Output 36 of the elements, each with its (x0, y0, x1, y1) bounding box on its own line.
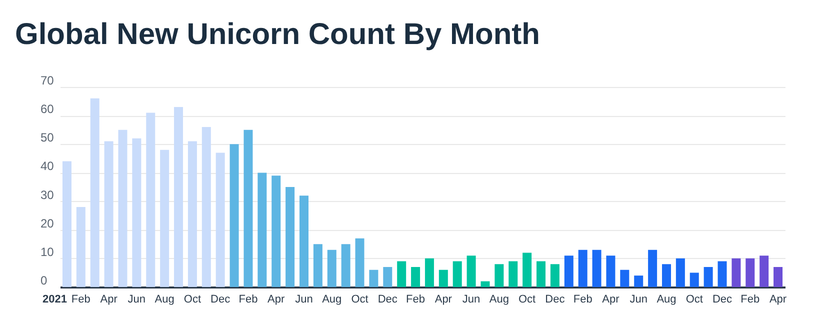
x-tick-label: Apr (602, 294, 620, 306)
x-tick-label: Oct (518, 294, 536, 306)
x-tick-label: Feb (71, 294, 90, 306)
x-tick-label: Apr (268, 294, 285, 306)
x-tick-label: Oct (184, 294, 202, 306)
y-tick-label: 30 (40, 188, 54, 202)
y-tick-label: 60 (40, 102, 54, 116)
x-tick-label: Apr (434, 294, 452, 306)
x-tick-label: Feb (238, 294, 258, 306)
x-tick-label: Dec (712, 294, 733, 306)
x-tick-label: Jun (295, 294, 313, 306)
y-tick-label: 50 (40, 130, 54, 145)
x-tick-label: Aug (489, 294, 509, 306)
y-tick-label: 40 (40, 159, 54, 174)
chart-title: Global New Unicorn Count By Month (15, 18, 540, 51)
x-tick-label: Dec (545, 294, 566, 306)
x-tick-label: Oct (686, 294, 703, 306)
x-tick-label: Dec (210, 294, 231, 306)
x-tick-label: Aug (154, 294, 174, 306)
x-tick-label: Feb (573, 294, 592, 306)
x-tick-label: Dec (378, 294, 398, 306)
x-tick-label: Jun (128, 294, 146, 306)
x-tick-label: Feb (740, 294, 760, 306)
x-tick-label: Oct (351, 294, 368, 306)
y-tick-label: 10 (40, 244, 54, 259)
y-tick-label: 70 (40, 74, 54, 88)
x-tick-label: Aug (322, 294, 342, 306)
y-tick-label: 0 (40, 274, 48, 288)
x-tick-label: Apr (769, 294, 787, 306)
x-tick-label: 2021 (42, 294, 67, 306)
x-tick-label: Aug (656, 294, 676, 306)
x-tick-label: Feb (406, 294, 426, 306)
y-tick-label: 20 (40, 216, 54, 230)
x-tick-label: Jun (462, 294, 480, 306)
x-tick-label: Jun (630, 294, 648, 306)
x-tick-label: Apr (100, 294, 118, 306)
